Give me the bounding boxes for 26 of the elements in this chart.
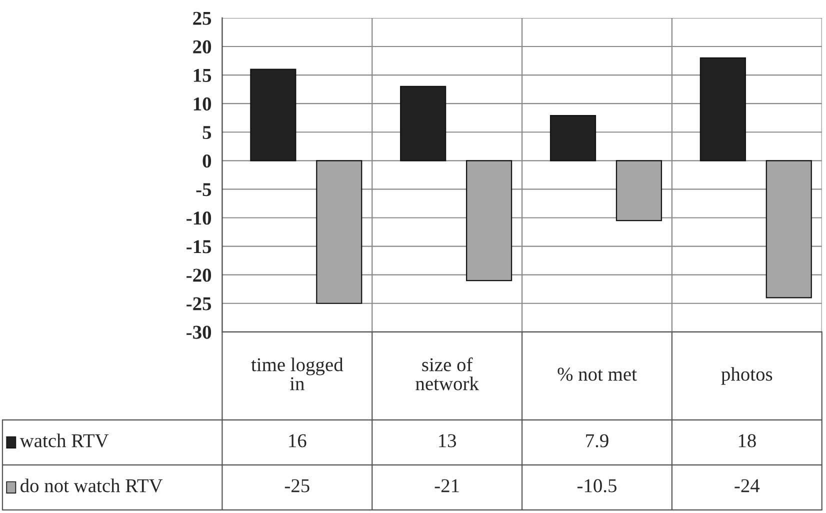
y-tick-label: -20 <box>186 268 212 282</box>
y-tick-label: 15 <box>194 68 212 82</box>
x-tick-label: size of network <box>416 357 479 390</box>
y-tick-label: 5 <box>202 126 212 140</box>
data-label: 7.9 <box>586 434 608 448</box>
data-label: -10.5 <box>577 479 616 492</box>
y-tick-label: 10 <box>194 97 212 111</box>
data-label: -21 <box>434 479 459 492</box>
x-tick-label: photos <box>721 367 772 385</box>
data-label: 16 <box>289 434 306 448</box>
x-tick-label: time logged in <box>251 358 344 390</box>
x-tick-label: % not met <box>558 368 637 381</box>
y-tick-label: -15 <box>186 240 212 254</box>
y-tick-label: 25 <box>193 12 212 25</box>
data-label: 18 <box>738 434 756 448</box>
y-tick-label: -5 <box>196 183 212 196</box>
data-label: -24 <box>734 479 760 492</box>
y-tick-label: 20 <box>193 40 212 54</box>
data-label: 13 <box>439 434 456 448</box>
legend-label: do not watch RTV <box>20 478 163 492</box>
data-label: -25 <box>284 479 310 492</box>
y-tick-label: -10 <box>186 212 212 225</box>
y-tick-label: -25 <box>186 297 212 310</box>
legend-label: watch RTV <box>20 434 109 448</box>
y-tick-label: 0 <box>202 154 212 168</box>
y-tick-label: -30 <box>186 326 212 339</box>
